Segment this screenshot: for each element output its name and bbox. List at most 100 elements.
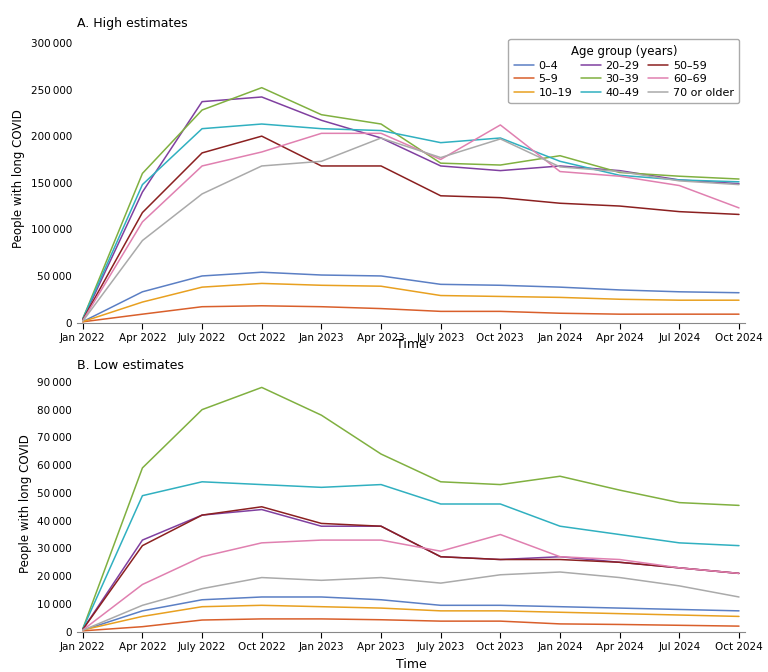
40–49 (137, 181, 147, 189)
60–69 (555, 552, 564, 560)
10–19 (436, 292, 445, 300)
Line: 0–4: 0–4 (83, 597, 739, 630)
40–49 (555, 157, 564, 165)
40–49 (197, 478, 207, 486)
60–69 (78, 317, 88, 325)
30–39 (376, 450, 386, 458)
0–4 (197, 595, 207, 603)
60–69 (496, 121, 505, 129)
40–49 (197, 124, 207, 132)
10–19 (197, 283, 207, 291)
5–9 (436, 617, 445, 625)
5–9 (496, 307, 505, 315)
50–59 (376, 522, 386, 530)
60–69 (137, 581, 147, 589)
10–19 (555, 294, 564, 302)
5–9 (316, 615, 326, 623)
70 or older (137, 601, 147, 610)
Line: 50–59: 50–59 (83, 136, 739, 320)
70 or older (496, 135, 505, 143)
5–9 (496, 617, 505, 625)
40–49 (316, 124, 326, 132)
0–4 (615, 286, 624, 294)
40–49 (615, 530, 624, 538)
60–69 (78, 626, 88, 634)
40–49 (675, 539, 684, 547)
5–9 (316, 302, 326, 310)
20–29 (257, 93, 266, 101)
30–39 (675, 172, 684, 180)
40–49 (257, 120, 266, 128)
0–4 (734, 607, 743, 615)
30–39 (675, 499, 684, 507)
40–49 (496, 500, 505, 508)
5–9 (675, 310, 684, 319)
Text: B. Low estimates: B. Low estimates (77, 360, 184, 372)
50–59 (316, 519, 326, 528)
70 or older (376, 573, 386, 581)
20–29 (615, 558, 624, 566)
30–39 (436, 478, 445, 486)
5–9 (734, 622, 743, 630)
20–29 (734, 569, 743, 577)
5–9 (734, 310, 743, 319)
Line: 20–29: 20–29 (83, 509, 739, 630)
Y-axis label: People with long COVID: People with long COVID (18, 435, 31, 573)
10–19 (137, 612, 147, 620)
10–19 (496, 607, 505, 615)
5–9 (197, 616, 207, 624)
40–49 (496, 134, 505, 142)
0–4 (496, 601, 505, 610)
50–59 (555, 199, 564, 207)
10–19 (496, 292, 505, 300)
40–49 (137, 492, 147, 500)
10–19 (78, 318, 88, 326)
30–39 (197, 106, 207, 114)
20–29 (615, 167, 624, 175)
5–9 (137, 310, 147, 319)
40–49 (734, 542, 743, 550)
10–19 (675, 611, 684, 619)
50–59 (496, 194, 505, 202)
70 or older (78, 317, 88, 325)
30–39 (78, 625, 88, 633)
50–59 (555, 556, 564, 564)
30–39 (137, 464, 147, 472)
40–49 (78, 625, 88, 633)
60–69 (257, 539, 266, 547)
70 or older (257, 162, 266, 170)
50–59 (137, 542, 147, 550)
10–19 (436, 607, 445, 615)
Line: 0–4: 0–4 (83, 272, 739, 322)
60–69 (555, 167, 564, 175)
50–59 (197, 149, 207, 157)
50–59 (197, 511, 207, 519)
30–39 (615, 486, 624, 494)
10–19 (376, 282, 386, 290)
20–29 (137, 188, 147, 196)
0–4 (436, 280, 445, 288)
Line: 60–69: 60–69 (83, 125, 739, 321)
40–49 (615, 171, 624, 179)
Line: 50–59: 50–59 (83, 507, 739, 630)
20–29 (555, 552, 564, 560)
70 or older (78, 626, 88, 634)
70 or older (675, 582, 684, 590)
50–59 (78, 626, 88, 634)
70 or older (615, 167, 624, 175)
60–69 (376, 129, 386, 137)
5–9 (257, 615, 266, 623)
60–69 (316, 536, 326, 544)
30–39 (257, 83, 266, 91)
50–59 (496, 556, 505, 564)
0–4 (555, 603, 564, 611)
40–49 (316, 483, 326, 491)
20–29 (376, 134, 386, 142)
Line: 30–39: 30–39 (83, 388, 739, 629)
50–59 (257, 132, 266, 140)
0–4 (615, 604, 624, 612)
40–49 (78, 314, 88, 323)
5–9 (376, 304, 386, 312)
40–49 (376, 126, 386, 134)
70 or older (197, 585, 207, 593)
